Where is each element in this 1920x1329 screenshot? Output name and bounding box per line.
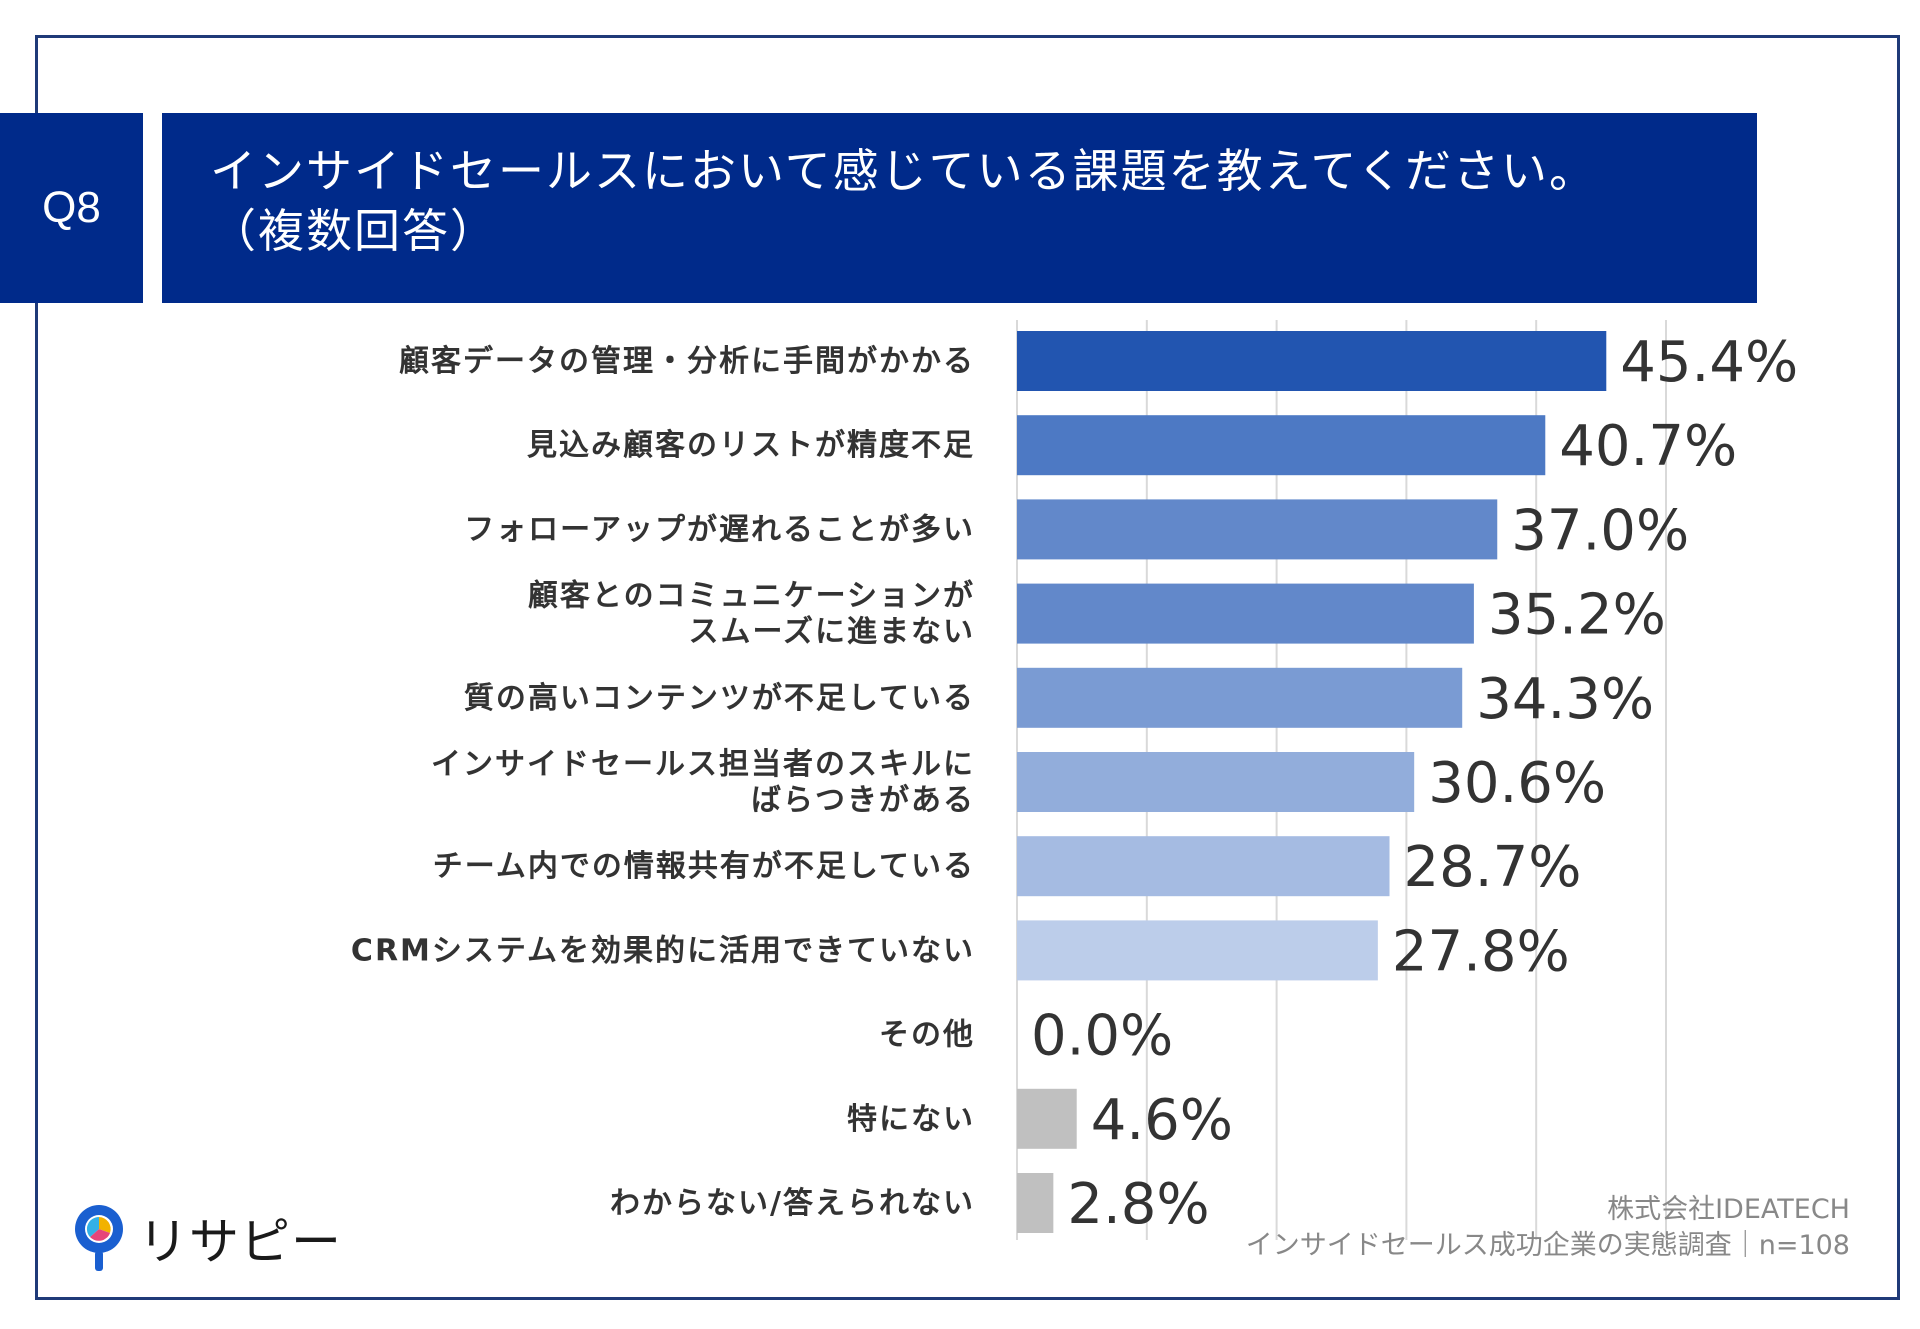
source-company: 株式会社IDEATECH bbox=[1607, 1194, 1850, 1225]
question-number: Q8 bbox=[42, 183, 101, 232]
category-label: インサイドセールス担当者のスキルに bbox=[431, 747, 975, 782]
category-label: フォローアップが遅れることが多い bbox=[464, 512, 975, 547]
value-label: 2.8% bbox=[1067, 1172, 1209, 1237]
bar bbox=[1017, 752, 1415, 812]
outer-frame bbox=[35, 35, 1900, 1300]
value-label: 35.2% bbox=[1488, 583, 1666, 648]
bar bbox=[1017, 331, 1607, 391]
category-label: スムーズに進まない bbox=[689, 615, 976, 650]
value-label: 28.7% bbox=[1404, 835, 1582, 900]
logo-pin-icon bbox=[75, 1205, 123, 1271]
bar bbox=[1017, 836, 1390, 897]
bar bbox=[1017, 415, 1546, 476]
category-label: 顧客とのコミュニケーションが bbox=[528, 579, 975, 614]
bar bbox=[1017, 499, 1498, 560]
category-label: 特にない bbox=[847, 1102, 975, 1137]
value-label: 40.7% bbox=[1559, 414, 1737, 479]
category-label: 質の高いコンテンツが不足している bbox=[464, 681, 975, 716]
question-number-badge: Q8 bbox=[0, 113, 143, 303]
value-labels: 45.4% 40.7% 37.0% 35.2% 34.3% 30.6% 28.7% 27.8%… bbox=[1031, 330, 1798, 1237]
value-label: 27.8% bbox=[1392, 919, 1570, 984]
category-labels: 顧客データの管理・分析に手間がかかる見込み顧客のリストが精度不足フォローアップが… bbox=[351, 344, 976, 1221]
category-label: ばらつきがある bbox=[751, 783, 975, 818]
category-label: 顧客データの管理・分析に手間がかかる bbox=[399, 344, 975, 379]
logo-text: リサピー bbox=[138, 1213, 342, 1271]
value-label: 0.0% bbox=[1031, 1004, 1173, 1069]
category-label: わからない/答えられない bbox=[610, 1186, 975, 1221]
bar bbox=[1017, 583, 1474, 644]
value-label: 45.4% bbox=[1620, 330, 1798, 395]
category-label: その他 bbox=[879, 1018, 975, 1053]
bar bbox=[1017, 920, 1378, 981]
source-note: 株式会社IDEATECH インサイドセールス成功企業の実態調査｜n=108 bbox=[1246, 1192, 1850, 1264]
value-label: 4.6% bbox=[1091, 1088, 1233, 1153]
question-title-banner: インサイドセールスにおいて感じている課題を教えてください。 （複数回答） bbox=[162, 113, 1757, 303]
category-label: 見込み顧客のリストが精度不足 bbox=[527, 428, 975, 463]
value-label: 30.6% bbox=[1428, 751, 1606, 816]
value-label: 34.3% bbox=[1476, 667, 1654, 732]
source-survey: インサイドセールス成功企業の実態調査｜n=108 bbox=[1245, 1230, 1850, 1261]
question-title: インサイドセールスにおいて感じている課題を教えてください。 bbox=[210, 144, 1597, 198]
bar bbox=[1017, 667, 1463, 728]
bar bbox=[1017, 1173, 1054, 1233]
category-label: チーム内での情報共有が不足している bbox=[433, 849, 975, 884]
category-label: CRMシステムを効果的に活用できていない bbox=[351, 933, 975, 968]
bar bbox=[1017, 1088, 1077, 1149]
value-label: 37.0% bbox=[1511, 498, 1689, 563]
risapy-logo: リサピー bbox=[70, 1202, 342, 1274]
bars bbox=[1017, 331, 1607, 1233]
question-subtitle: （複数回答） bbox=[210, 204, 498, 258]
